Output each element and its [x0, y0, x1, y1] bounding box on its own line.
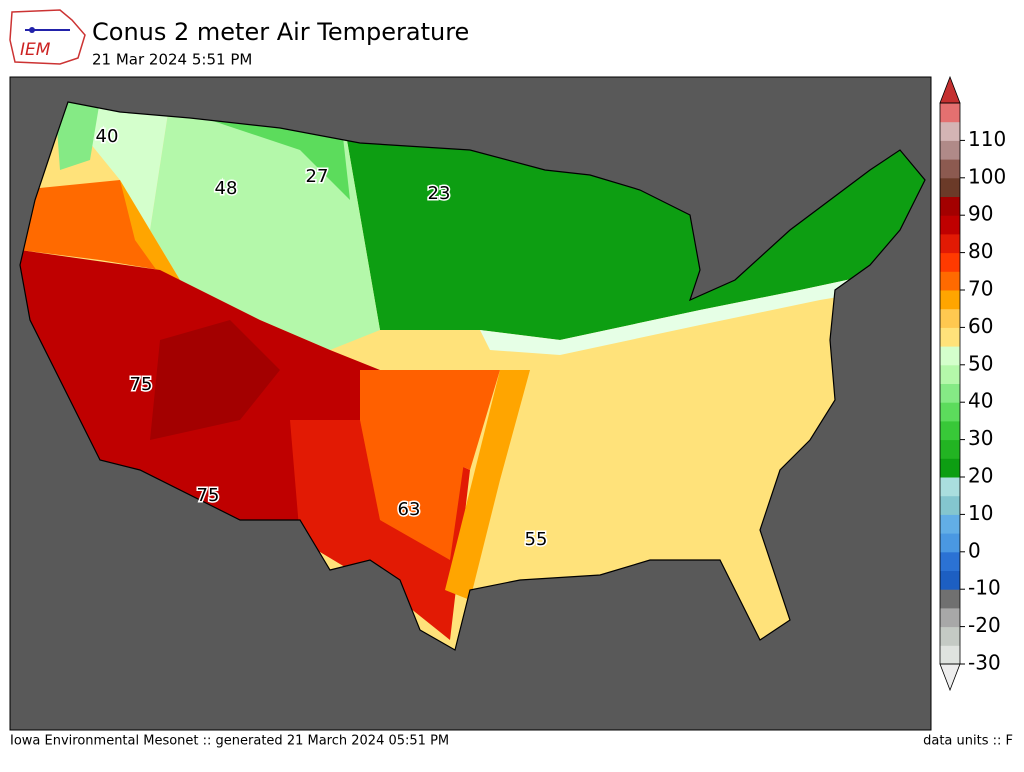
colorbar-segment: [940, 533, 960, 553]
colorbar-segment: [940, 383, 960, 403]
colorbar-segment: [940, 570, 960, 590]
colorbar-extend-top: [939, 75, 961, 104]
colorbar-segment: [940, 645, 960, 665]
colorbar-segment: [940, 589, 960, 609]
country-outline: [19, 101, 926, 651]
colorbar-tick-label: 0: [968, 538, 981, 562]
colorbar-segment: [940, 495, 960, 515]
colorbar-segment: [940, 215, 960, 235]
logo: IEM: [9, 9, 86, 65]
colorbar-segment: [940, 327, 960, 347]
contour-label: 75: [130, 374, 153, 395]
colorbar-segment: [940, 140, 960, 160]
colorbar-segment: [940, 551, 960, 571]
colorbar-segment: [940, 607, 960, 628]
colorbar-tick-label: 110: [968, 127, 1006, 151]
colorbar-segment: [940, 290, 960, 310]
contour-label: 27: [306, 166, 329, 187]
colorbar: -30 -20 -10 0 10 20 30 40 50 60 70 80 90 100 110: [939, 75, 1006, 692]
colorbar-tick-label: -20: [968, 613, 1001, 637]
colorbar-tick-label: -30: [968, 651, 1001, 675]
colorbar-segment: [940, 308, 960, 328]
colorbar-tick-label: 10: [968, 501, 993, 525]
colorbar-segment: [940, 477, 960, 497]
colorbar-segment: [940, 364, 960, 384]
colorbar-segment: [940, 458, 960, 478]
colorbar-frame: [939, 102, 961, 665]
colorbar-extend-bottom: [939, 663, 961, 692]
colorbar-tick-label: 80: [968, 239, 993, 263]
colorbar-segment: [940, 439, 960, 459]
colorbar-segment: [940, 121, 960, 141]
contour-label: 40: [96, 126, 119, 147]
colorbar-tick-label: 70: [968, 277, 993, 301]
colorbar-segment: [940, 626, 960, 646]
colorbar-segment: [940, 271, 960, 291]
colorbar-segment: [940, 177, 960, 197]
colorbar-segment: [940, 196, 960, 216]
colorbar-segment: [940, 346, 960, 366]
colorbar-tick-label: 50: [968, 351, 993, 375]
title: Conus 2 meter Air Temperature: [92, 18, 469, 46]
contour-label: 63: [398, 499, 421, 520]
colorbar-segment: [940, 252, 960, 272]
logo-text: IEM: [20, 40, 51, 60]
contour-label: 23: [428, 183, 451, 204]
colorbar-tick-label: 40: [968, 389, 993, 413]
footer-left: Iowa Environmental Mesonet :: generated …: [10, 734, 449, 749]
map: [9, 76, 932, 731]
contour-label: 48: [215, 178, 238, 199]
footer-right: data units :: F: [923, 734, 1013, 749]
colorbar-segment: [940, 159, 960, 179]
colorbar-segment: [940, 233, 960, 254]
contour-label: 75: [197, 485, 220, 506]
colorbar-segment: [940, 420, 960, 441]
colorbar-segment: [940, 402, 960, 422]
colorbar-tick-label: 100: [968, 164, 1006, 188]
colorbar-tick-label: 90: [968, 202, 993, 226]
colorbar-segment: [940, 514, 960, 534]
subtitle: 21 Mar 2024 5:51 PM: [92, 51, 252, 69]
colorbar-tick-label: -10: [968, 576, 1001, 600]
colorbar-tick-label: 30: [968, 426, 993, 450]
colorbar-tick-label: 60: [968, 314, 993, 338]
colorbar-segment: [940, 103, 960, 123]
contour-label: 55: [525, 529, 548, 550]
colorbar-tick-label: 20: [968, 464, 993, 488]
